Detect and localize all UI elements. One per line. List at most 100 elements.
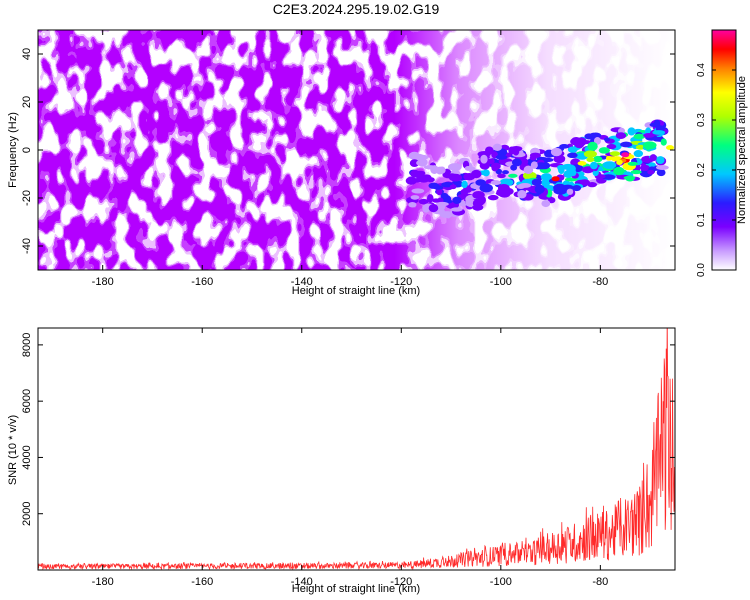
- signal-blob: [461, 180, 468, 189]
- signal-blob: [602, 161, 617, 169]
- snr-series-line: [38, 328, 675, 570]
- signal-blob: [579, 179, 591, 186]
- spectrogram-x-axis: -180 -160 -140 -120 -100 -80: [92, 30, 608, 288]
- signal-blob: [603, 137, 611, 142]
- x-tick-label: -140: [291, 276, 313, 288]
- signal-peak: [586, 157, 595, 163]
- signal-blob: [649, 154, 657, 162]
- colorbar-axis: 0.0 0.1 0.2 0.3 0.4: [696, 63, 736, 277]
- signal-blob: [605, 155, 613, 161]
- snr-x-axis: -180 -160 -140 -120 -100 -80: [92, 328, 608, 588]
- signal-blob: [490, 180, 502, 186]
- signal-blob: [553, 186, 568, 195]
- x-tick-label: -80: [592, 276, 608, 288]
- colorbar-tick-label: 0.1: [696, 213, 707, 227]
- signal-blob: [567, 146, 578, 153]
- y-tick-label: 20: [21, 96, 33, 108]
- signal-blob: [587, 141, 598, 151]
- signal-blob: [502, 170, 509, 175]
- signal-blob: [623, 175, 636, 180]
- signal-blob: [572, 184, 582, 192]
- signal-blob: [540, 173, 553, 181]
- signal-blob: [405, 176, 417, 185]
- signal-blob: [609, 151, 621, 157]
- colorbar-gradient: [711, 29, 737, 271]
- spectrogram-signal-track: [405, 119, 675, 219]
- colorbar-tick-label: 0.4: [696, 63, 707, 77]
- signal-blob: [656, 156, 665, 165]
- signal-blob: [633, 150, 644, 158]
- signal-blob: [433, 185, 444, 190]
- signal-blob: [410, 169, 420, 178]
- signal-blob: [589, 132, 602, 139]
- signal-blob: [541, 200, 551, 208]
- x-tick-label: -160: [191, 576, 213, 588]
- signal-peak: [551, 176, 560, 182]
- x-tick-label: -80: [592, 576, 608, 588]
- signal-blob: [471, 169, 482, 179]
- signal-blob: [450, 207, 463, 212]
- signal-blob: [581, 166, 594, 174]
- signal-blob: [523, 165, 534, 175]
- signal-blob: [495, 154, 508, 160]
- spectrogram-x-label: Height of straight line (km): [292, 285, 420, 297]
- figure-title: C2E3.2024.295.19.02.G19: [273, 1, 440, 17]
- x-tick-label: -120: [390, 276, 412, 288]
- x-tick-label: -120: [390, 576, 412, 588]
- signal-blob: [460, 188, 469, 196]
- spectrogram-noise-field: [38, 30, 675, 270]
- signal-blob: [627, 127, 636, 136]
- spectrogram-y-label: Frequency (Hz): [7, 112, 19, 188]
- signal-blob: [570, 137, 582, 146]
- signal-blob: [550, 147, 562, 157]
- snr-y-label: SNR (10 * v/v): [7, 415, 19, 485]
- signal-blob: [472, 199, 482, 208]
- signal-blob: [485, 146, 494, 155]
- y-tick-label: 8000: [21, 333, 33, 357]
- signal-blob: [542, 182, 550, 187]
- signal-blob: [410, 195, 420, 200]
- signal-blob: [516, 184, 526, 190]
- signal-blob: [409, 159, 420, 168]
- signal-blob: [411, 188, 425, 194]
- signal-blob: [426, 194, 434, 203]
- signal-blob: [630, 170, 642, 175]
- signal-blob: [511, 158, 522, 167]
- colorbar-tick-label: 0.0: [696, 263, 707, 277]
- signal-blob: [508, 146, 516, 155]
- spectrogram-y-axis: -40 -20 0 20 40: [21, 48, 675, 254]
- y-tick-label: 6000: [21, 389, 33, 413]
- signal-blob: [660, 138, 667, 146]
- signal-blob: [492, 143, 502, 152]
- signal-blob: [530, 161, 538, 169]
- signal-blob: [479, 183, 493, 193]
- colorbar-label: Normalized spectral amplitude: [736, 76, 748, 224]
- signal-blob: [597, 174, 606, 179]
- colorbar: 0.0 0.1 0.2 0.3 0.4 Normalized spectral ampl…: [696, 29, 748, 277]
- x-tick-label: -100: [490, 576, 512, 588]
- x-tick-label: -140: [291, 576, 313, 588]
- snr-y-axis: 2000 4000 6000 8000: [21, 333, 675, 526]
- colorbar-tick-label: 0.2: [696, 163, 707, 177]
- signal-blob: [426, 177, 435, 183]
- y-tick-label: -20: [21, 190, 33, 206]
- snr-frame: [37, 327, 676, 571]
- signal-blob: [428, 204, 439, 213]
- x-tick-label: -100: [490, 276, 512, 288]
- signal-peak: [621, 152, 630, 158]
- signal-blob: [639, 164, 650, 172]
- signal-blob: [490, 162, 501, 170]
- signal-blob: [487, 194, 499, 201]
- y-tick-label: 0: [21, 147, 33, 153]
- signal-blob: [616, 159, 623, 166]
- signal-blob: [563, 170, 573, 178]
- signal-blob: [447, 163, 462, 171]
- signal-blob: [449, 184, 457, 190]
- signal-blob: [559, 144, 570, 149]
- signal-blob: [566, 188, 574, 195]
- signal-blob: [529, 152, 541, 159]
- signal-blob: [435, 201, 449, 207]
- signal-blob: [452, 196, 462, 204]
- signal-blob: [583, 150, 597, 158]
- signal-blob: [644, 142, 652, 150]
